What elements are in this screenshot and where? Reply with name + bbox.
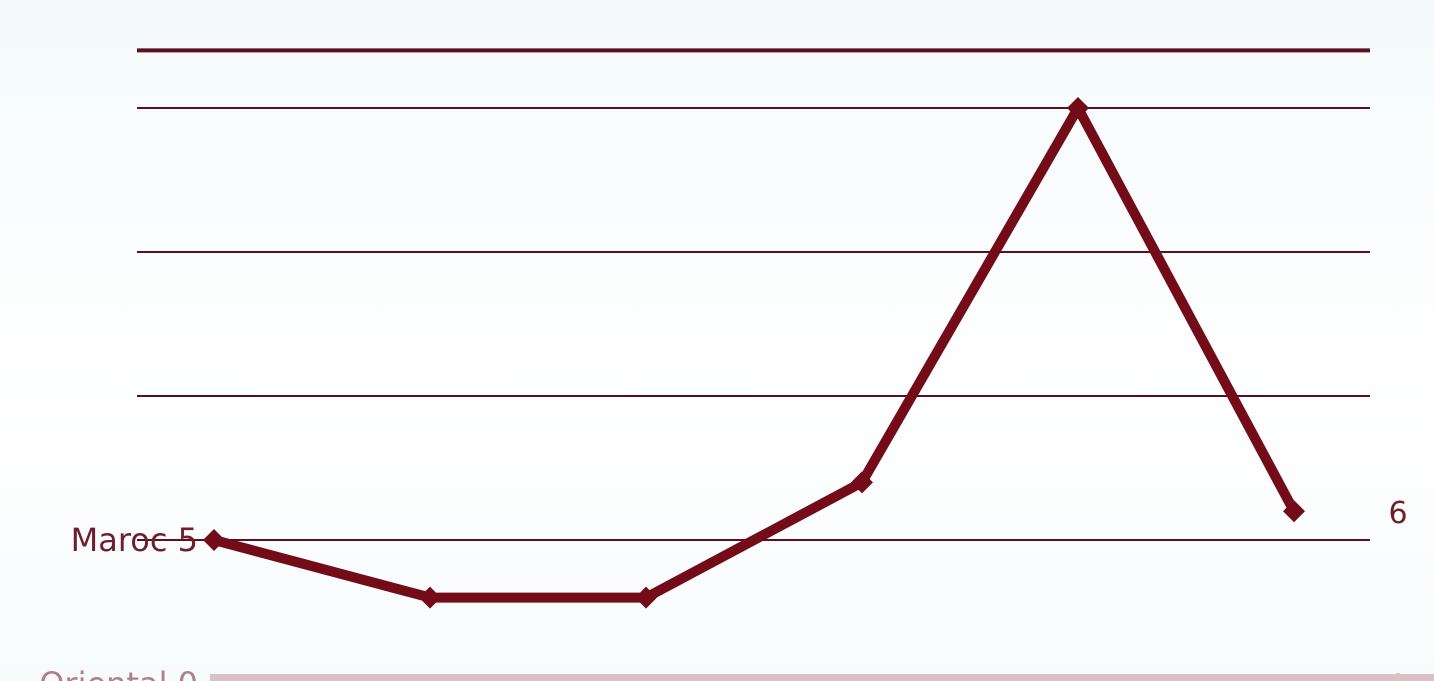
series-point-maroc-5 xyxy=(1283,500,1305,523)
bottom-strip xyxy=(210,674,1434,681)
series-start-label-maroc: Maroc 5 xyxy=(71,521,198,559)
series-line-maroc xyxy=(209,103,1299,603)
series-point-maroc-0 xyxy=(203,529,225,551)
series-point-maroc-4 xyxy=(1067,97,1089,119)
series-point-maroc-1 xyxy=(419,586,441,609)
series-start-label-oriental: Oriental 0 xyxy=(39,665,198,681)
series-point-maroc-3 xyxy=(851,471,873,494)
series-point-maroc-2 xyxy=(635,586,657,609)
series-end-label-maroc: 6 xyxy=(1388,496,1407,531)
